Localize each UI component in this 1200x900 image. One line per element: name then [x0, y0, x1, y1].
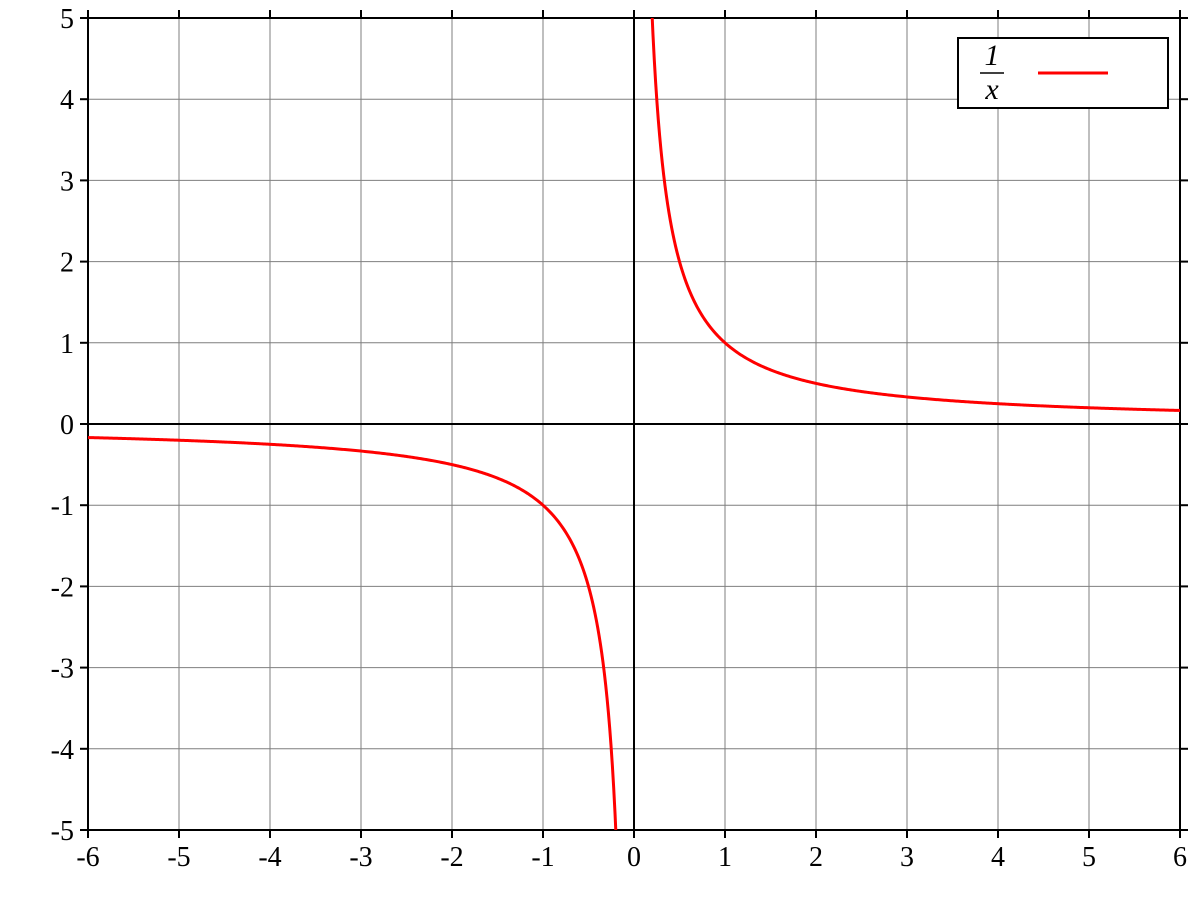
legend-denominator: x — [984, 73, 999, 106]
ytick-label: -1 — [51, 491, 74, 522]
legend: 1x — [958, 38, 1168, 108]
ytick-label: 1 — [60, 329, 74, 360]
xtick-label: 1 — [718, 842, 732, 873]
ytick-label: 4 — [60, 85, 74, 116]
ytick-label: -3 — [51, 654, 74, 685]
ytick-label: 3 — [60, 166, 74, 197]
ytick-label: 2 — [60, 248, 74, 279]
xtick-label: -6 — [76, 842, 99, 873]
chart-container: -6-5-4-3-2-1 0 1 2 3 4 5 6-5-4-3-2-1 0 1… — [0, 0, 1200, 900]
xtick-label: 5 — [1082, 842, 1096, 873]
ytick-label: -4 — [51, 735, 74, 766]
xtick-label: 2 — [809, 842, 823, 873]
xtick-label: 4 — [991, 842, 1005, 873]
xtick-label: 0 — [627, 842, 641, 873]
xtick-label: -4 — [258, 842, 281, 873]
xtick-label: 6 — [1173, 842, 1187, 873]
ytick-label: 0 — [60, 410, 74, 441]
reciprocal-chart: -6-5-4-3-2-1 0 1 2 3 4 5 6-5-4-3-2-1 0 1… — [0, 0, 1200, 900]
ytick-label: 5 — [60, 4, 74, 35]
xtick-label: 3 — [900, 842, 914, 873]
legend-numerator: 1 — [985, 39, 1000, 72]
ytick-label: -2 — [51, 572, 74, 603]
xtick-label: -2 — [440, 842, 463, 873]
xtick-label: -3 — [349, 842, 372, 873]
axes — [80, 10, 1188, 838]
xtick-label: -5 — [167, 842, 190, 873]
tick-labels: -6-5-4-3-2-1 0 1 2 3 4 5 6-5-4-3-2-1 0 1… — [51, 4, 1187, 873]
xtick-label: -1 — [531, 842, 554, 873]
ytick-label: -5 — [51, 816, 74, 847]
